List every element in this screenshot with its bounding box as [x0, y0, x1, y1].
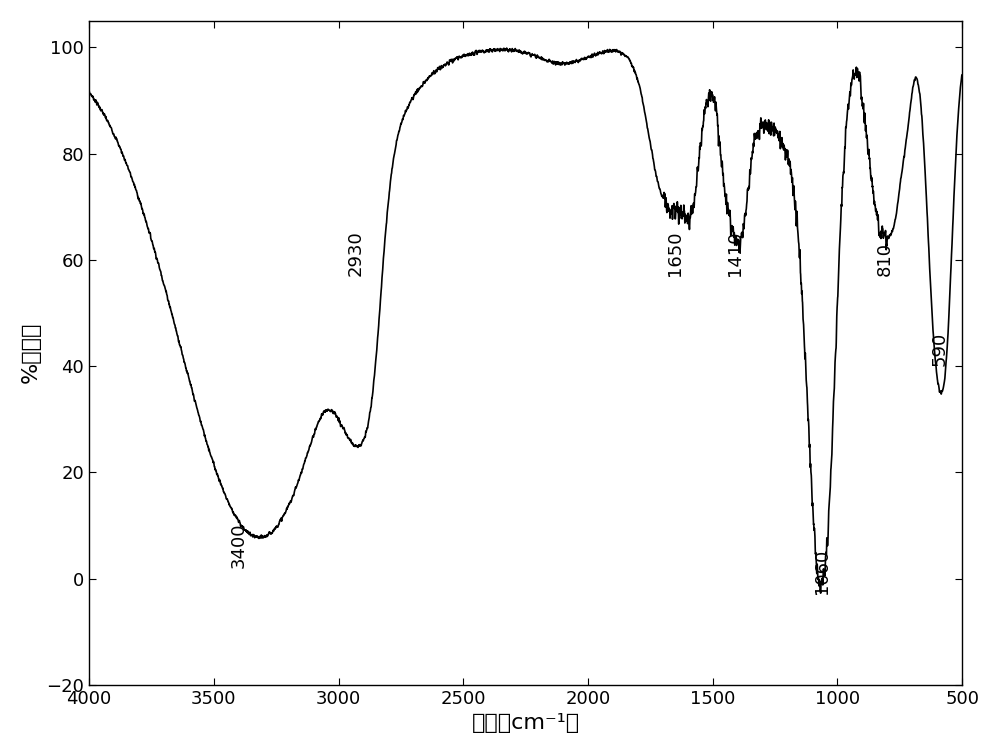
Text: 810: 810 [876, 242, 894, 276]
Y-axis label: %透射比: %透射比 [21, 322, 41, 384]
Text: 590: 590 [931, 332, 949, 366]
Text: 2930: 2930 [347, 230, 365, 276]
X-axis label: 波数（cm⁻¹）: 波数（cm⁻¹） [472, 713, 580, 733]
Text: 3400: 3400 [230, 523, 248, 568]
Text: 1060: 1060 [813, 549, 831, 594]
Text: 1650: 1650 [666, 230, 684, 276]
Text: 1410: 1410 [726, 230, 744, 276]
